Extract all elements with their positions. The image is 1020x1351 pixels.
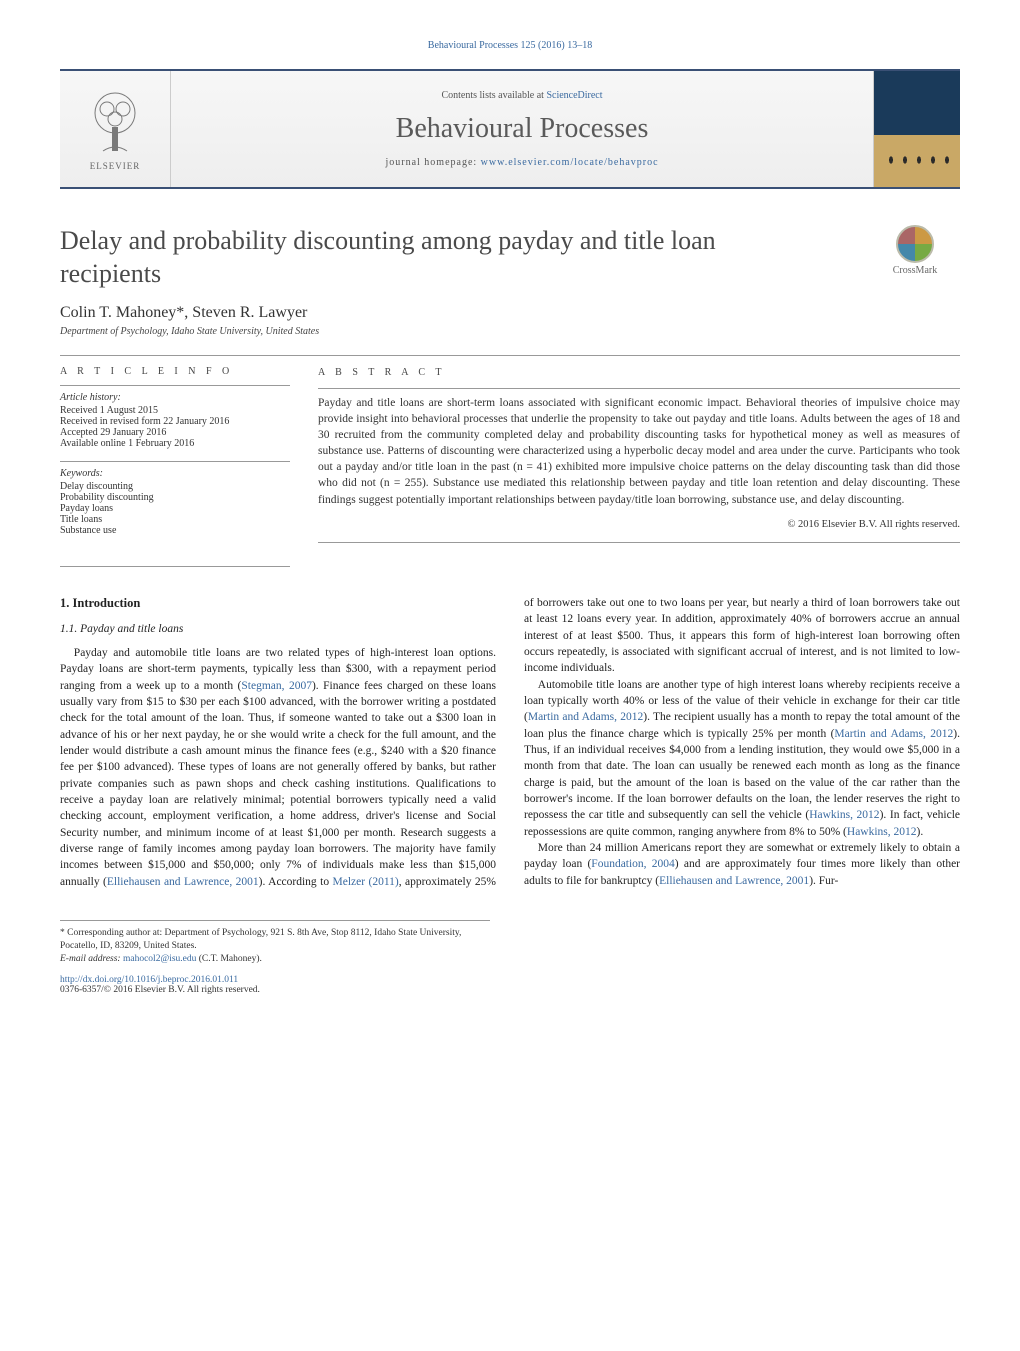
keyword: Probability discounting <box>60 492 290 503</box>
body-text: ). Fur- <box>809 875 838 887</box>
doi-block: http://dx.doi.org/10.1016/j.beproc.2016.… <box>60 975 960 995</box>
abstract-column: a b s t r a c t Payday and title loans a… <box>318 366 960 548</box>
citation-link[interactable]: Melzer (2011) <box>333 876 399 888</box>
homepage-line: journal homepage: www.elsevier.com/locat… <box>171 157 873 168</box>
issn-copyright: 0376-6357/© 2016 Elsevier B.V. All right… <box>60 985 960 995</box>
authors: Colin T. Mahoney*, Steven R. Lawyer <box>60 304 960 322</box>
email-line: E-mail address: mahocol2@isu.edu (C.T. M… <box>60 953 490 966</box>
crossmark-badge[interactable]: CrossMark <box>870 225 960 276</box>
abstract-label: a b s t r a c t <box>318 366 960 380</box>
citation-link[interactable]: Elliehausen and Lawrence, 2001 <box>659 875 809 887</box>
abstract-text: Payday and title loans are short-term lo… <box>318 395 960 508</box>
homepage-prefix: journal homepage: <box>385 157 480 168</box>
doi-link[interactable]: http://dx.doi.org/10.1016/j.beproc.2016.… <box>60 975 238 985</box>
history-online: Available online 1 February 2016 <box>60 438 290 449</box>
heading-intro: 1. Introduction <box>60 595 496 613</box>
email-label: E-mail address: <box>60 954 123 964</box>
contents-line: Contents lists available at ScienceDirec… <box>171 90 873 101</box>
divider <box>60 355 960 356</box>
citation-link[interactable]: Stegman, 2007 <box>241 680 312 692</box>
email-suffix: (C.T. Mahoney). <box>196 954 262 964</box>
journal-title: Behavioural Processes <box>171 113 873 145</box>
heading-sub: 1.1. Payday and title loans <box>60 621 496 637</box>
article-title: Delay and probability discounting among … <box>60 225 820 290</box>
citation-link[interactable]: Foundation, 2004 <box>591 858 675 870</box>
homepage-link[interactable]: www.elsevier.com/locate/behavproc <box>481 157 659 168</box>
article-info-label: a r t i c l e i n f o <box>60 366 290 377</box>
keyword: Delay discounting <box>60 481 290 492</box>
body-paragraph: More than 24 million Americans report th… <box>524 840 960 889</box>
keyword: Title loans <box>60 514 290 525</box>
crossmark-label: CrossMark <box>893 265 937 276</box>
history-received: Received 1 August 2015 <box>60 405 290 416</box>
keyword: Payday loans <box>60 503 290 514</box>
elsevier-tree-icon <box>85 87 145 157</box>
masthead: ELSEVIER Contents lists available at Sci… <box>60 69 960 189</box>
crossmark-icon <box>896 225 934 263</box>
body-text: ). According to <box>259 876 333 888</box>
contents-prefix: Contents lists available at <box>441 90 546 101</box>
citation-link[interactable]: Martin and Adams, 2012 <box>528 711 643 723</box>
corresponding-author: * Corresponding author at: Department of… <box>60 927 490 953</box>
history-accepted: Accepted 29 January 2016 <box>60 427 290 438</box>
citation-link[interactable]: Elliehausen and Lawrence, 2001 <box>107 876 259 888</box>
body-text: ). Finance fees charged on these loans u… <box>60 680 496 888</box>
keyword: Substance use <box>60 525 290 536</box>
citation-link[interactable]: Martin and Adams, 2012 <box>834 728 953 740</box>
publisher-name: ELSEVIER <box>90 161 141 171</box>
footnotes: * Corresponding author at: Department of… <box>60 920 490 965</box>
running-head: Behavioural Processes 125 (2016) 13–18 <box>60 40 960 51</box>
body-text: ). <box>917 826 924 838</box>
body-text: ). Thus, if an individual receives $4,00… <box>524 728 960 822</box>
sciencedirect-link[interactable]: ScienceDirect <box>546 90 602 101</box>
abstract-copyright: © 2016 Elsevier B.V. All rights reserved… <box>318 518 960 533</box>
citation-link[interactable]: Hawkins, 2012 <box>809 809 879 821</box>
affiliation: Department of Psychology, Idaho State Un… <box>60 326 960 337</box>
history-label: Article history: <box>60 392 290 403</box>
history-revised: Received in revised form 22 January 2016 <box>60 416 290 427</box>
body-paragraph: Automobile title loans are another type … <box>524 677 960 840</box>
journal-cover-thumb <box>873 71 960 187</box>
body-columns: 1. Introduction 1.1. Payday and title lo… <box>60 595 960 890</box>
article-info-column: a r t i c l e i n f o Article history: R… <box>60 366 290 548</box>
masthead-center: Contents lists available at ScienceDirec… <box>171 90 873 168</box>
publisher-logo: ELSEVIER <box>60 71 171 187</box>
email-link[interactable]: mahocol2@isu.edu <box>123 954 196 964</box>
keywords-label: Keywords: <box>60 468 290 479</box>
citation-link[interactable]: Hawkins, 2012 <box>847 826 917 838</box>
